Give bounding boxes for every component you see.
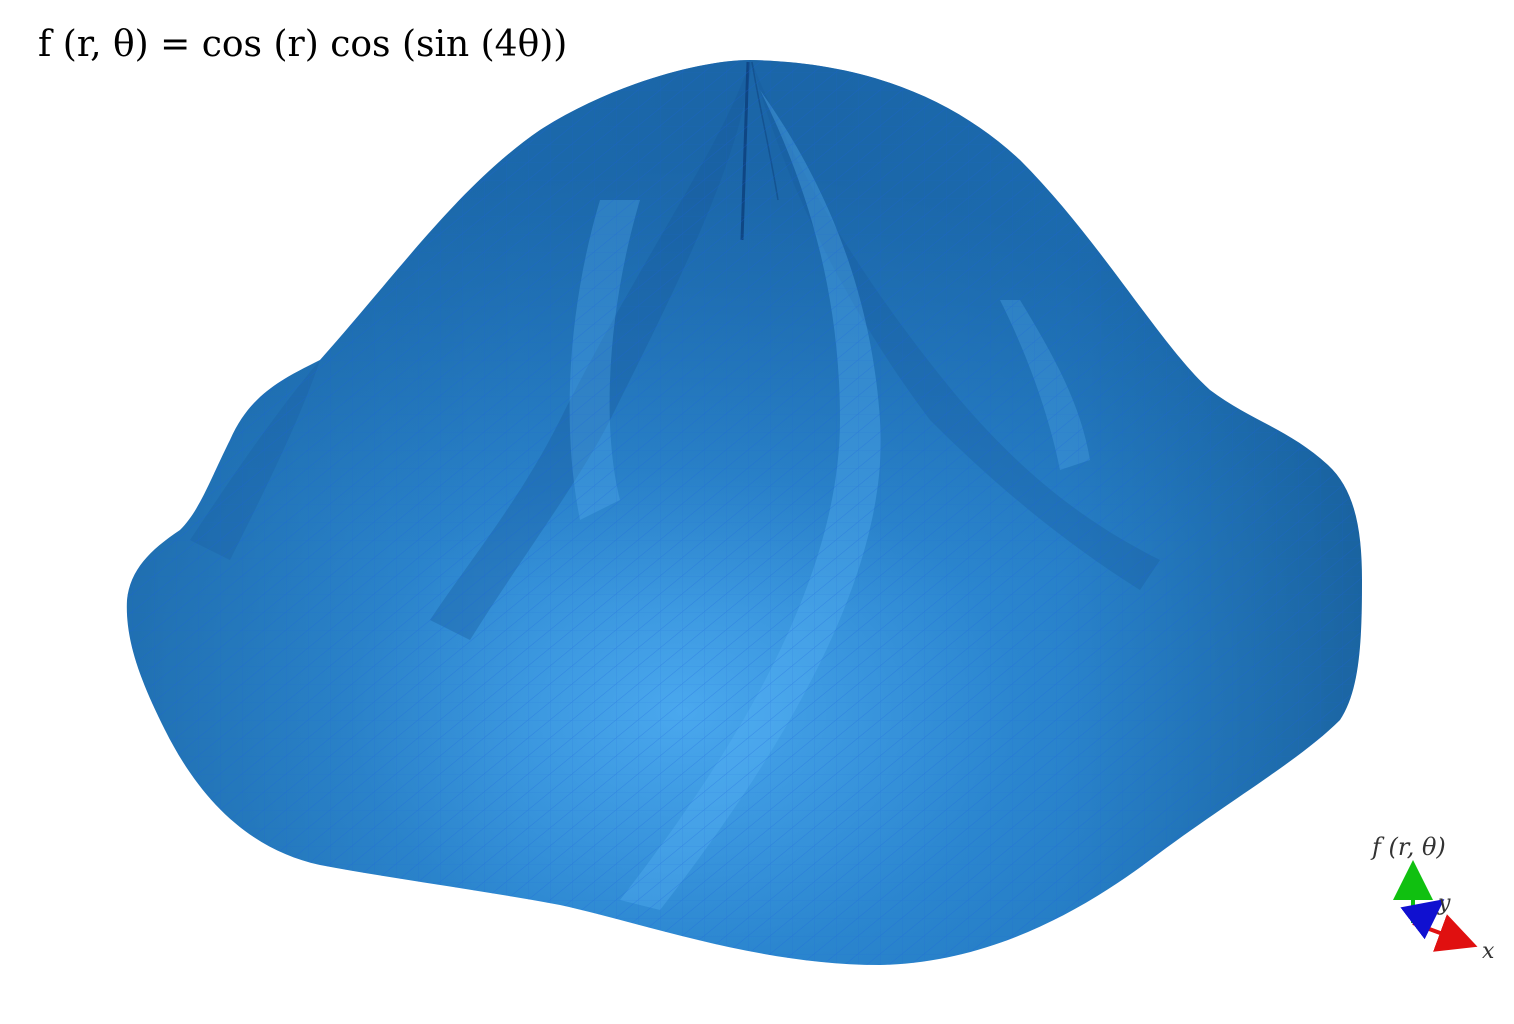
- y-axis-arrow: [1400, 899, 1445, 940]
- x-axis-label: x: [1482, 939, 1495, 964]
- x-axis-arrow: [1412, 914, 1478, 952]
- y-axis-label: y: [1437, 891, 1451, 916]
- vertical-axis-label: f (r, θ): [1370, 833, 1446, 861]
- plot-title: f (r, θ) = cos (r) cos (sin (4θ)): [38, 24, 568, 65]
